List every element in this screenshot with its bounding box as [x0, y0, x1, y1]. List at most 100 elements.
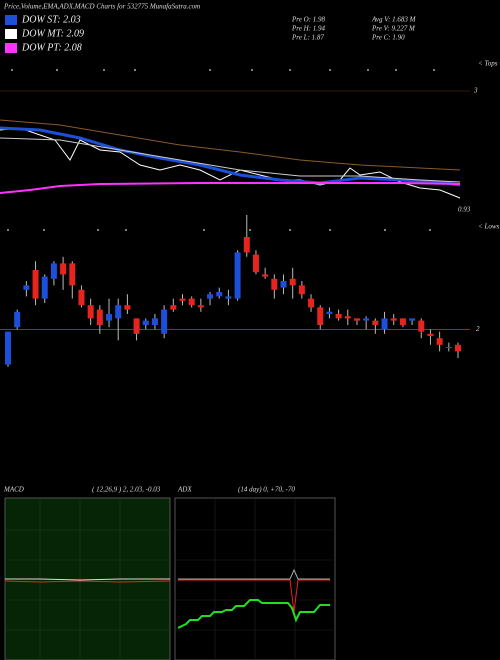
- candle-body: [234, 252, 241, 299]
- stat: Pre O: 1.98: [291, 16, 325, 24]
- ema-long: [0, 119, 461, 171]
- stat: Pre V: 9.227 M: [371, 25, 416, 33]
- dot: [56, 69, 58, 71]
- candle-body: [455, 344, 461, 352]
- dot: [429, 229, 431, 231]
- candle-body: [124, 305, 131, 310]
- dot: [43, 229, 45, 231]
- ema-lines: [0, 90, 470, 199]
- candle-body: [106, 314, 113, 321]
- ema-short: [0, 126, 461, 187]
- candle-body: [50, 263, 57, 279]
- candle-body: [326, 311, 333, 314]
- dot: [249, 229, 251, 231]
- candle-body: [60, 263, 67, 275]
- dot: [395, 69, 397, 71]
- candle-body: [427, 333, 434, 336]
- macd-params: ( 12,26,9 ) 2, 2.03, -0.03: [92, 486, 161, 494]
- low-label: 0.93: [458, 206, 471, 214]
- candle-body: [69, 263, 76, 286]
- adx-params: (14 day) 0, +70, -70: [238, 486, 295, 494]
- macd-label: MACD: [3, 486, 24, 494]
- candle-body: [308, 298, 315, 308]
- dot: [251, 69, 253, 71]
- candle-body: [179, 298, 186, 301]
- candle-body: [390, 318, 397, 321]
- dot: [329, 69, 331, 71]
- dot: [289, 229, 291, 231]
- candle-body: [344, 316, 351, 319]
- dot: [433, 69, 435, 71]
- stat: Avg V: 1.683 M: [371, 16, 417, 24]
- candle-body: [335, 314, 342, 319]
- candle-body: [317, 307, 324, 325]
- candle-body: [445, 347, 452, 348]
- dot: [367, 69, 369, 71]
- legend-swatch: [5, 15, 17, 25]
- macd-line: [5, 578, 170, 581]
- chart-title: Price,Volume,EMA,ADX,MACD Charts for 532…: [3, 3, 200, 11]
- candle-body: [262, 274, 269, 277]
- high-label: 3: [473, 87, 478, 95]
- candle-body: [216, 292, 223, 297]
- dot: [103, 69, 105, 71]
- dot-rows: [7, 69, 435, 231]
- legend-label: DOW ST: 2.03: [21, 14, 81, 25]
- candle-body: [32, 270, 39, 299]
- macd-signal: [4, 580, 171, 583]
- dot: [384, 229, 386, 231]
- legend-swatch: [5, 29, 17, 39]
- legend-label: DOW PT: 2.08: [21, 42, 82, 53]
- y-tick-label: 2: [476, 325, 480, 333]
- candle-body: [243, 237, 250, 253]
- candle-body: [78, 289, 85, 306]
- candle-body: [161, 309, 168, 334]
- ema-mid: [0, 137, 461, 183]
- candle-body: [271, 278, 278, 290]
- candle-body: [142, 320, 149, 325]
- candle-body: [353, 318, 360, 321]
- candle-body: [133, 318, 140, 334]
- candle-body: [399, 318, 406, 325]
- adx-line: [178, 568, 330, 580]
- dot: [209, 69, 211, 71]
- price-line: [0, 127, 461, 199]
- adx-label: ADX: [177, 486, 192, 494]
- dot: [203, 229, 205, 231]
- candle-body: [298, 285, 305, 295]
- candle-body: [280, 281, 287, 288]
- candle-body: [381, 318, 388, 330]
- candle-body: [409, 318, 416, 321]
- candle-body: [188, 298, 195, 306]
- candle-body: [372, 320, 379, 325]
- legend-swatch: [5, 43, 17, 53]
- candle-body: [252, 254, 259, 273]
- candle-body: [289, 278, 296, 286]
- dot: [329, 229, 331, 231]
- dot: [97, 229, 99, 231]
- stat: Pre L: 1.87: [291, 34, 324, 42]
- tops-label: < Tops: [478, 60, 498, 68]
- dot: [134, 69, 136, 71]
- candle-body: [170, 305, 177, 310]
- candle-body: [96, 309, 103, 325]
- lows-label: < Lows: [478, 223, 500, 231]
- dot: [125, 229, 127, 231]
- candle-body: [363, 318, 370, 321]
- candle-body: [23, 285, 30, 290]
- stat: Pre C: 1.90: [371, 34, 405, 42]
- candle-body: [436, 338, 443, 345]
- candle-body: [418, 320, 425, 332]
- legend-label: DOW MT: 2.09: [21, 28, 84, 39]
- candle-body: [207, 294, 214, 299]
- candle-body: [5, 331, 11, 365]
- candle-body: [225, 296, 232, 299]
- dot: [289, 69, 291, 71]
- dot: [7, 229, 9, 231]
- ema-pt: [0, 182, 461, 194]
- candle-body: [151, 318, 158, 325]
- candle-body: [197, 305, 204, 308]
- candle-body: [14, 311, 21, 328]
